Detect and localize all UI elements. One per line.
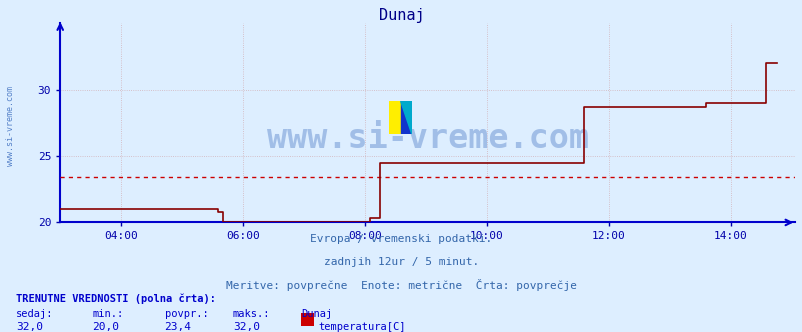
Bar <box>400 101 411 134</box>
Text: maks.:: maks.: <box>233 309 270 319</box>
Text: 32,0: 32,0 <box>16 322 43 332</box>
Text: min.:: min.: <box>92 309 124 319</box>
Text: temperatura[C]: temperatura[C] <box>318 322 406 332</box>
Text: Meritve: povprečne  Enote: metrične  Črta: povprečje: Meritve: povprečne Enote: metrične Črta:… <box>225 279 577 291</box>
Text: sedaj:: sedaj: <box>16 309 54 319</box>
Text: 20,0: 20,0 <box>92 322 119 332</box>
Bar <box>389 101 400 134</box>
Text: zadnjih 12ur / 5 minut.: zadnjih 12ur / 5 minut. <box>323 257 479 267</box>
Text: TRENUTNE VREDNOSTI (polna črta):: TRENUTNE VREDNOSTI (polna črta): <box>16 294 216 304</box>
Text: 23,4: 23,4 <box>164 322 192 332</box>
Text: Dunaj: Dunaj <box>379 8 423 23</box>
Text: Dunaj: Dunaj <box>301 309 332 319</box>
Text: povpr.:: povpr.: <box>164 309 208 319</box>
Text: Evropa / vremenski podatki.: Evropa / vremenski podatki. <box>310 234 492 244</box>
Text: www.si-vreme.com: www.si-vreme.com <box>266 122 588 155</box>
Text: www.si-vreme.com: www.si-vreme.com <box>6 86 15 166</box>
Text: 32,0: 32,0 <box>233 322 260 332</box>
Polygon shape <box>400 101 411 134</box>
